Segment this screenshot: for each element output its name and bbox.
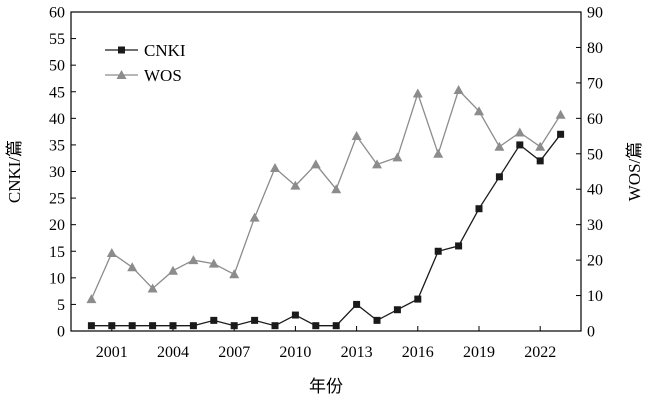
legend-marker (116, 70, 127, 79)
data-point-wos (351, 131, 362, 141)
data-point-cnki (230, 322, 238, 330)
series-cnki (87, 130, 565, 330)
data-point-cnki (434, 247, 442, 255)
y-tick-label-right: 0 (587, 324, 595, 341)
data-point-cnki (353, 300, 361, 308)
y-tick-label-left: 60 (49, 5, 65, 22)
legend-item-cnki: CNKI (105, 41, 186, 60)
data-point-wos (147, 283, 158, 293)
data-point-wos (270, 162, 280, 172)
data-point-cnki (332, 322, 340, 330)
data-point-wos (106, 248, 117, 258)
data-point-cnki (536, 157, 544, 165)
data-point-cnki (455, 242, 463, 250)
y-tick-label-left: 5 (57, 297, 65, 314)
y-axis-label-right: WOS/篇 (625, 142, 644, 202)
data-point-cnki (210, 316, 218, 324)
data-point-wos (127, 262, 138, 272)
data-point-cnki (128, 322, 136, 330)
data-point-wos (494, 141, 505, 151)
data-point-wos (535, 141, 546, 151)
y-tick-label-right: 20 (587, 253, 603, 270)
y-tick-label-right: 50 (587, 146, 603, 163)
series-wos (86, 84, 566, 304)
x-tick-label: 2019 (463, 344, 495, 361)
y-tick-label-right: 90 (587, 5, 603, 22)
legend-marker (118, 46, 125, 54)
data-point-cnki (291, 311, 299, 319)
data-point-cnki (108, 322, 116, 330)
data-point-wos (208, 258, 219, 268)
data-point-wos (249, 212, 260, 222)
legend-item-wos: WOS (105, 66, 182, 85)
x-tick-label: 2007 (218, 344, 250, 361)
data-point-wos (453, 84, 464, 94)
data-point-cnki (87, 322, 95, 330)
x-tick-label: 2001 (96, 344, 128, 361)
x-tick-label: 2016 (402, 344, 434, 361)
legend-label: CNKI (144, 41, 186, 60)
y-tick-label-left: 55 (49, 31, 65, 48)
data-point-cnki (169, 322, 177, 330)
y-axis-label-left: CNKI/篇 (5, 140, 24, 203)
y-tick-label-right: 40 (587, 182, 603, 199)
data-point-cnki (393, 306, 401, 314)
y-tick-label-left: 20 (49, 217, 65, 234)
y-tick-label-left: 0 (57, 324, 65, 341)
data-point-wos (331, 184, 342, 194)
y-tick-label-right: 80 (587, 40, 603, 57)
data-point-cnki (475, 205, 483, 213)
data-point-cnki (557, 130, 565, 138)
data-point-wos (372, 159, 382, 169)
data-point-cnki (271, 322, 279, 330)
y-tick-label-left: 10 (49, 270, 65, 287)
data-point-wos (514, 127, 525, 137)
x-tick-label: 2004 (157, 344, 189, 361)
y-tick-label-left: 40 (49, 111, 65, 128)
y-tick-label-right: 30 (587, 217, 603, 234)
data-point-wos (392, 152, 403, 162)
legend-label: WOS (144, 66, 182, 85)
chart-axes: 0 5 10 15 20 25 30 35 40 45 50 55 60 0 10 20 30 40 50 60 70 8… (49, 5, 603, 362)
x-axis-label: 年份 (309, 377, 343, 396)
data-point-wos (188, 255, 199, 265)
data-point-cnki (414, 295, 422, 303)
data-point-cnki (495, 173, 503, 181)
y-tick-label-left: 30 (49, 164, 65, 181)
data-point-cnki (516, 141, 524, 149)
data-point-wos (412, 88, 423, 98)
y-tick-label-left: 35 (49, 137, 65, 154)
series-layer (86, 84, 566, 330)
data-point-cnki (312, 322, 320, 330)
y-tick-label-right: 70 (587, 75, 603, 92)
data-point-cnki (373, 316, 381, 324)
y-tick-label-right: 60 (587, 111, 603, 128)
data-point-cnki (149, 322, 157, 330)
series-line-wos (90, 88, 562, 300)
data-point-wos (168, 265, 178, 275)
data-point-cnki (251, 316, 259, 324)
y-tick-label-left: 15 (49, 244, 65, 261)
y-tick-label-left: 25 (49, 191, 65, 208)
data-point-wos (474, 106, 484, 116)
data-point-wos (290, 180, 301, 190)
x-tick-label: 2022 (524, 344, 556, 361)
legend: CNKI WOS (105, 41, 186, 85)
data-point-wos (229, 269, 240, 279)
data-point-wos (310, 159, 321, 169)
data-point-wos (86, 294, 97, 304)
series-line-cnki (91, 133, 562, 327)
x-tick-label: 2013 (341, 344, 373, 361)
data-point-wos (555, 109, 566, 119)
y-tick-label-right: 10 (587, 288, 603, 305)
data-point-wos (433, 148, 444, 158)
x-tick-label: 2010 (279, 344, 311, 361)
y-tick-label-left: 50 (49, 58, 65, 75)
data-point-cnki (189, 322, 197, 330)
y-tick-label-left: 45 (49, 84, 65, 101)
